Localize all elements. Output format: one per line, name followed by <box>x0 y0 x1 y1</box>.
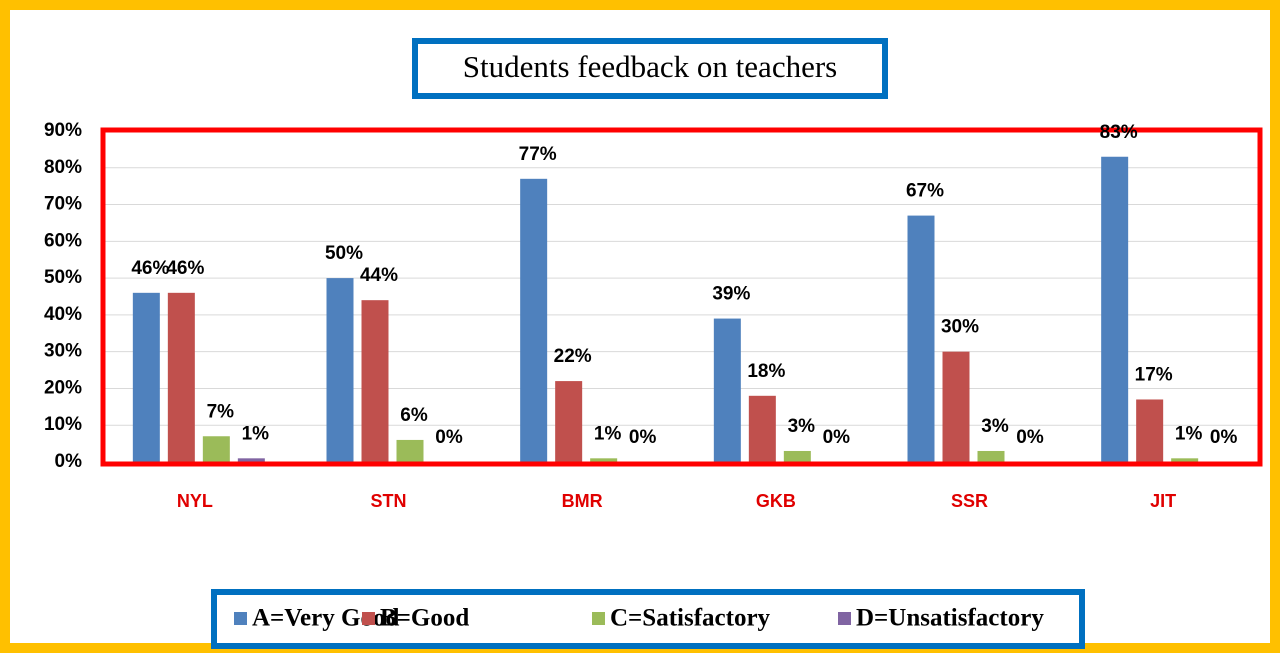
value-label: 0% <box>1210 427 1238 448</box>
legend-marker <box>362 612 375 625</box>
legend-marker <box>592 612 605 625</box>
y-tick-label: 20% <box>44 377 82 398</box>
value-label: 7% <box>207 401 235 422</box>
value-label: 44% <box>360 265 398 286</box>
bar <box>590 458 618 462</box>
y-tick-label: 60% <box>44 230 82 251</box>
value-label: 67% <box>906 181 944 202</box>
bar <box>555 381 583 462</box>
x-tick-label: SSR <box>951 491 988 511</box>
legend-label: C=Satisfactory <box>610 605 771 632</box>
x-tick-label: NYL <box>177 491 213 511</box>
bar <box>396 439 424 462</box>
value-label: 1% <box>1175 423 1203 444</box>
x-tick-label: BMR <box>562 491 603 511</box>
bar <box>1171 458 1199 462</box>
y-tick-label: 80% <box>44 157 82 178</box>
legend-label: D=Unsatisfactory <box>856 605 1044 632</box>
x-tick-label: JIT <box>1150 491 1176 511</box>
bar <box>132 292 160 462</box>
y-tick-label: 10% <box>44 414 82 435</box>
legend-marker <box>234 612 247 625</box>
bar <box>361 300 389 462</box>
legend-box <box>211 589 1085 649</box>
bar <box>942 351 970 462</box>
value-label: 6% <box>400 405 428 426</box>
value-label: 3% <box>981 416 1009 437</box>
bar <box>783 450 811 462</box>
y-tick-label: 50% <box>44 267 82 288</box>
x-tick-label: GKB <box>756 491 796 511</box>
value-label: 1% <box>594 423 622 444</box>
title-box <box>412 38 888 99</box>
bar <box>202 436 230 462</box>
value-label: 3% <box>788 416 816 437</box>
value-label: 83% <box>1100 122 1138 143</box>
value-label: 39% <box>712 284 750 305</box>
value-label: 0% <box>823 427 851 448</box>
bar <box>237 458 265 462</box>
value-label: 0% <box>435 427 463 448</box>
bar <box>907 215 935 462</box>
chart-title: Students feedback on teachers <box>463 49 837 84</box>
y-tick-label: 40% <box>44 304 82 325</box>
value-label: 46% <box>166 258 204 279</box>
bar <box>748 395 776 462</box>
value-label: 30% <box>941 317 979 338</box>
legend-marker <box>838 612 851 625</box>
value-label: 22% <box>554 346 592 367</box>
legend-label: A=Very Good <box>252 605 399 632</box>
value-label: 1% <box>242 423 270 444</box>
bar <box>1136 399 1164 462</box>
value-label: 0% <box>1016 427 1044 448</box>
value-label: 17% <box>1135 364 1173 385</box>
plot-border <box>100 127 1263 467</box>
bar <box>167 292 195 462</box>
value-label: 0% <box>629 427 657 448</box>
x-tick-label: STN <box>371 491 407 511</box>
value-label: 46% <box>131 258 169 279</box>
value-label: 77% <box>519 144 557 165</box>
legend-label: B=Good <box>380 605 469 632</box>
y-tick-label: 70% <box>44 194 82 215</box>
bar <box>977 450 1005 462</box>
bar <box>326 278 354 462</box>
value-label: 50% <box>325 243 363 264</box>
bar <box>1101 156 1129 462</box>
bar <box>520 178 548 463</box>
y-tick-label: 30% <box>44 341 82 362</box>
bar <box>713 318 741 462</box>
value-label: 18% <box>747 361 785 382</box>
y-tick-label: 0% <box>55 451 83 472</box>
y-tick-label: 90% <box>44 120 82 141</box>
